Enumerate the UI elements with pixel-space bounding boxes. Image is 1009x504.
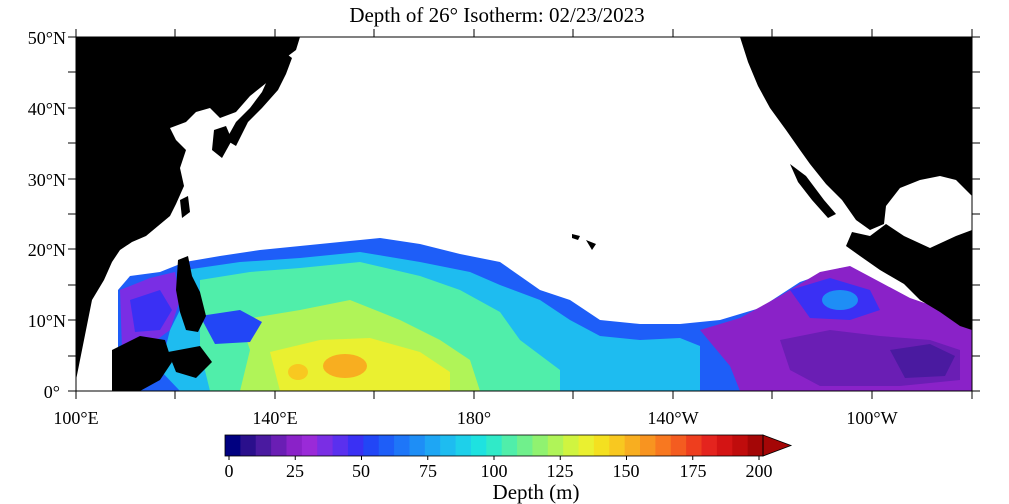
colorbar-tick-label: 200 — [746, 461, 773, 481]
colorbar-segment — [332, 435, 349, 456]
map-title: Depth of 26° Isotherm: 02/23/2023 — [349, 3, 644, 27]
y-tick-label: 20°N — [28, 240, 66, 260]
korea-peninsula — [212, 126, 232, 158]
colorbar-segment — [609, 435, 626, 456]
x-tick-label: 140°W — [647, 408, 698, 428]
colorbar-segment — [255, 435, 272, 456]
colorbar-tick-label: 125 — [547, 461, 574, 481]
map-plot-area — [76, 37, 972, 391]
x-tick-label: 180° — [457, 408, 491, 428]
tick-marks — [68, 29, 980, 399]
colorbar-segment — [517, 435, 533, 456]
x-axis-labels: 100°E 140°E 180° 140°W 100°W — [53, 408, 897, 428]
colorbar-segment — [440, 435, 457, 456]
colorbar-tick-label: 25 — [286, 461, 304, 481]
sulawesi-island — [168, 346, 212, 378]
colorbar-segment — [409, 435, 426, 456]
taiwan-island — [180, 196, 190, 218]
colorbar-segment — [317, 435, 334, 456]
colorbar-segment — [286, 435, 303, 456]
field-orange-spot-small — [288, 364, 308, 380]
colorbar-segment — [655, 435, 672, 456]
x-tick-label: 140°E — [252, 408, 297, 428]
colorbar-segment — [455, 435, 472, 456]
field-scs-blue — [130, 290, 172, 332]
colorbar-segment — [716, 435, 733, 456]
colorbar-segment — [563, 435, 580, 456]
colorbar-segment — [347, 435, 364, 456]
philippines-islands — [176, 256, 206, 332]
y-tick-label: 40°N — [28, 99, 66, 119]
isotherm-depth-field — [118, 238, 972, 391]
colorbar-segment — [301, 435, 318, 456]
hawaii-island-1 — [572, 234, 580, 240]
baja-california — [790, 164, 836, 218]
hawaii-island-2 — [586, 240, 596, 250]
colorbar-label: Depth (m) — [493, 480, 580, 504]
colorbar-tick-label: 0 — [225, 461, 234, 481]
japan-islands — [226, 52, 292, 146]
colorbar-segment — [624, 435, 641, 456]
colorbar-segment — [470, 435, 487, 456]
colorbar-segment — [394, 435, 410, 456]
colorbar-segment — [240, 435, 257, 456]
colorbar-segment — [501, 435, 518, 456]
colorbar-tick-label: 175 — [680, 461, 707, 481]
x-tick-label: 100°E — [53, 408, 98, 428]
colorbar-segment — [424, 435, 441, 456]
colorbar-segment — [532, 435, 549, 456]
colorbar-segment — [378, 435, 395, 456]
colorbar-segment — [747, 435, 764, 456]
colorbar-segment — [701, 435, 718, 456]
field-lightblue-east-patch — [822, 290, 858, 310]
colorbar-tick-label: 150 — [613, 461, 640, 481]
north-america — [740, 37, 972, 230]
colorbar-segment — [640, 435, 656, 456]
colorbar-tick-label: 50 — [352, 461, 370, 481]
y-tick-label: 30°N — [28, 170, 66, 190]
colorbar-overflow-arrow — [762, 434, 793, 457]
field-orange-spot — [323, 354, 367, 378]
land-masses — [76, 37, 972, 391]
colorbar-segment — [593, 435, 610, 456]
colorbar-segment — [547, 435, 564, 456]
colorbar-tick-label: 75 — [419, 461, 437, 481]
y-tick-label: 10°N — [28, 311, 66, 331]
y-tick-label: 0° — [44, 382, 60, 402]
borneo-island — [112, 336, 172, 391]
y-axis-labels: 50°N 40°N 30°N 20°N 10°N 0° — [28, 28, 66, 402]
asia-mainland — [76, 37, 300, 380]
colorbar-segment — [225, 435, 241, 456]
field-deep-purple-patch — [890, 344, 955, 378]
colorbar-tick-labels: 0 25 50 75 100 125 150 175 200 — [225, 461, 773, 481]
colorbar-segment — [363, 435, 380, 456]
colorbar-segment — [686, 435, 703, 456]
x-tick-label: 100°W — [846, 408, 897, 428]
y-tick-label: 50°N — [28, 28, 66, 48]
field-blue-pocket — [200, 310, 262, 344]
colorbar-tick-label: 100 — [481, 461, 508, 481]
central-america — [846, 224, 972, 330]
colorbar — [224, 434, 793, 460]
colorbar-segment — [670, 435, 687, 456]
colorbar-segment — [578, 435, 595, 456]
colorbar-segment — [271, 435, 287, 456]
colorbar-segment — [486, 435, 503, 456]
colorbar-segment — [732, 435, 749, 456]
